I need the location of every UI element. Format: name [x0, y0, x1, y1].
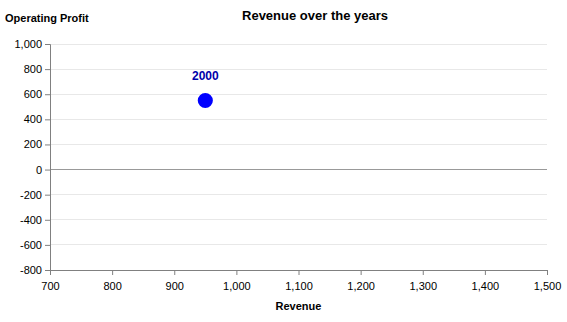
tick-label: 1,400: [472, 280, 500, 292]
tick-mark: [174, 270, 175, 275]
tick: 900: [166, 270, 184, 292]
tick: 1,300: [409, 270, 437, 292]
point: [198, 93, 213, 108]
tick-mark: [45, 94, 50, 95]
tick-mark: [45, 119, 50, 120]
tick-mark: [45, 220, 50, 221]
tick-mark: [299, 270, 300, 275]
grid-line: [50, 94, 547, 95]
axis-line: [51, 271, 548, 276]
tick-label: 1,300: [409, 280, 437, 292]
tick: -200: [20, 189, 50, 201]
axis-line: [45, 45, 51, 271]
tick: 200: [24, 138, 50, 150]
grid-line: [50, 144, 547, 145]
x-axis-title: Revenue: [276, 300, 322, 312]
grid-line: [50, 69, 547, 70]
tick-label: -200: [20, 189, 42, 201]
tick-label: -600: [20, 239, 42, 251]
tick-label: 1,000: [223, 280, 251, 292]
point-label: 2000: [192, 69, 219, 83]
tick-label: 1,500: [534, 280, 562, 292]
tick: -600: [20, 239, 50, 251]
tick-mark: [45, 195, 50, 196]
tick: 700: [41, 270, 59, 292]
points: [198, 93, 213, 108]
tick-label: 1,000: [14, 38, 42, 50]
tick: 800: [103, 270, 121, 292]
tick-label: 1,100: [285, 280, 313, 292]
tick: 600: [24, 88, 50, 100]
tick-mark: [45, 270, 50, 271]
tick-mark: [45, 245, 50, 246]
tick: -800: [20, 264, 50, 276]
tick: -400: [20, 214, 50, 226]
tick-label: 200: [24, 138, 42, 150]
tick: 400: [24, 113, 50, 125]
tick-mark: [423, 270, 424, 275]
tick-mark: [236, 270, 237, 275]
tick: 1,000: [223, 270, 251, 292]
grid-line: [50, 44, 547, 45]
tick: 1,000: [14, 38, 50, 50]
tick: 1,100: [285, 270, 313, 292]
tick-label: 900: [166, 280, 184, 292]
grid-line: [50, 219, 547, 220]
tick-label: 1,200: [347, 280, 375, 292]
tick-mark: [45, 170, 50, 171]
tick: 0: [36, 164, 50, 176]
tick: 1,400: [472, 270, 500, 292]
tick: 800: [24, 63, 50, 75]
grid-line: [50, 194, 547, 195]
tick-mark: [485, 270, 486, 275]
tick: 1,200: [347, 270, 375, 292]
tick-mark: [45, 144, 50, 145]
tick-label: 400: [24, 113, 42, 125]
tick-label: 600: [24, 88, 42, 100]
tick-label: -400: [20, 214, 42, 226]
tick-label: 800: [24, 63, 42, 75]
y-axis: -800 -600 -400 -200 0 200 400 600 800 1,000: [14, 38, 50, 276]
tick-label: 700: [41, 280, 59, 292]
tick-mark: [45, 69, 50, 70]
tick-mark: [45, 44, 50, 45]
point-labels: 2000: [192, 69, 219, 83]
title: Revenue over the years: [242, 8, 388, 23]
tick-mark: [361, 270, 362, 275]
tick-mark: [112, 270, 113, 275]
tick-label: 0: [36, 164, 42, 176]
y-axis-title: Operating Profit: [5, 12, 89, 24]
grid-line: [50, 169, 547, 170]
tick-mark: [547, 270, 548, 275]
grid-line: [50, 244, 547, 245]
grid: [50, 44, 547, 270]
tick: 1,500: [534, 270, 562, 292]
tick-label: -800: [20, 264, 42, 276]
chart: 700 800 900 1,000 1,100 1,200 1,300 1,400 1,500 -…: [0, 0, 567, 322]
x-axis: 700 800 900 1,000 1,100 1,200 1,300 1,400 1,500: [41, 270, 561, 292]
tick-label: 800: [103, 280, 121, 292]
grid-line: [50, 119, 547, 120]
